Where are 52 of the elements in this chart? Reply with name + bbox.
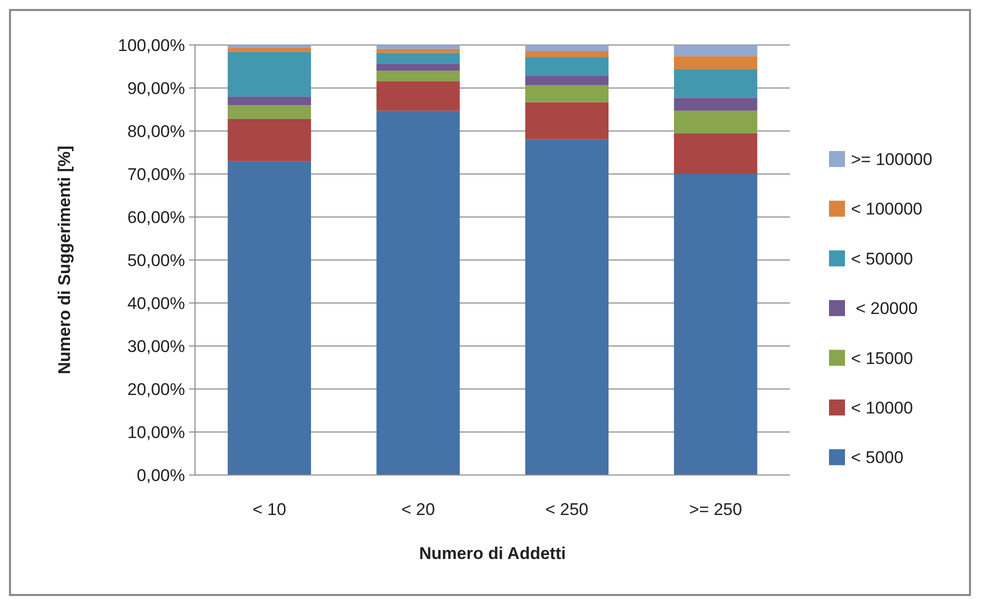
bar [674,133,758,174]
y-tick-label: 90,00% [127,78,185,98]
bar [674,98,758,111]
bar [376,52,460,64]
bar [674,174,758,475]
bar [525,84,609,102]
legend-label: < 5000 [851,448,904,468]
bar [674,110,758,134]
y-tick-label: 30,00% [127,336,185,356]
y-tick-label: 80,00% [127,122,185,141]
bar [674,56,758,70]
bar [525,102,609,140]
x-tick-label: >= 250 [689,500,742,519]
y-tick-label: 10,00% [127,422,185,442]
y-tick-label: 70,00% [127,164,185,184]
bar [376,64,460,71]
y-tick-label: 60,00% [127,208,185,227]
bar [228,96,312,106]
bar [376,48,460,53]
bar [228,105,312,119]
x-tick-label: < 10 [252,500,286,519]
bar [228,52,312,97]
bar [674,45,758,56]
x-tick-label: < 20 [401,500,435,519]
y-tick-label: 20,00% [127,380,185,399]
bar [376,81,460,111]
bar [525,76,609,85]
bar [525,139,609,475]
bar [674,69,758,98]
x-tick-label: < 250 [545,500,588,519]
x-axis-title: Numero di Addetti [419,544,566,563]
bar [525,45,609,52]
legend-label: < 20000 [851,299,918,318]
bar [376,45,460,49]
bar [525,51,609,58]
bar [228,118,312,162]
legend-label: < 100000 [851,200,922,219]
bar [228,48,312,52]
y-tick-label: 50,00% [127,250,185,270]
bar [376,110,460,475]
legend-label: < 15000 [851,348,913,368]
y-axis-title: Numero di Suggerimenti [%] [55,146,74,374]
bar [525,57,609,76]
y-tick-label: 0,00% [136,466,185,485]
bar [228,45,312,48]
y-tick-label: 100,00% [118,36,185,55]
legend-label: >= 100000 [851,150,932,169]
y-tick-label: 40,00% [127,294,185,313]
legend-label: < 50000 [851,249,913,268]
bar [376,70,460,82]
legend-label: < 10000 [851,398,913,418]
bar [228,161,312,475]
